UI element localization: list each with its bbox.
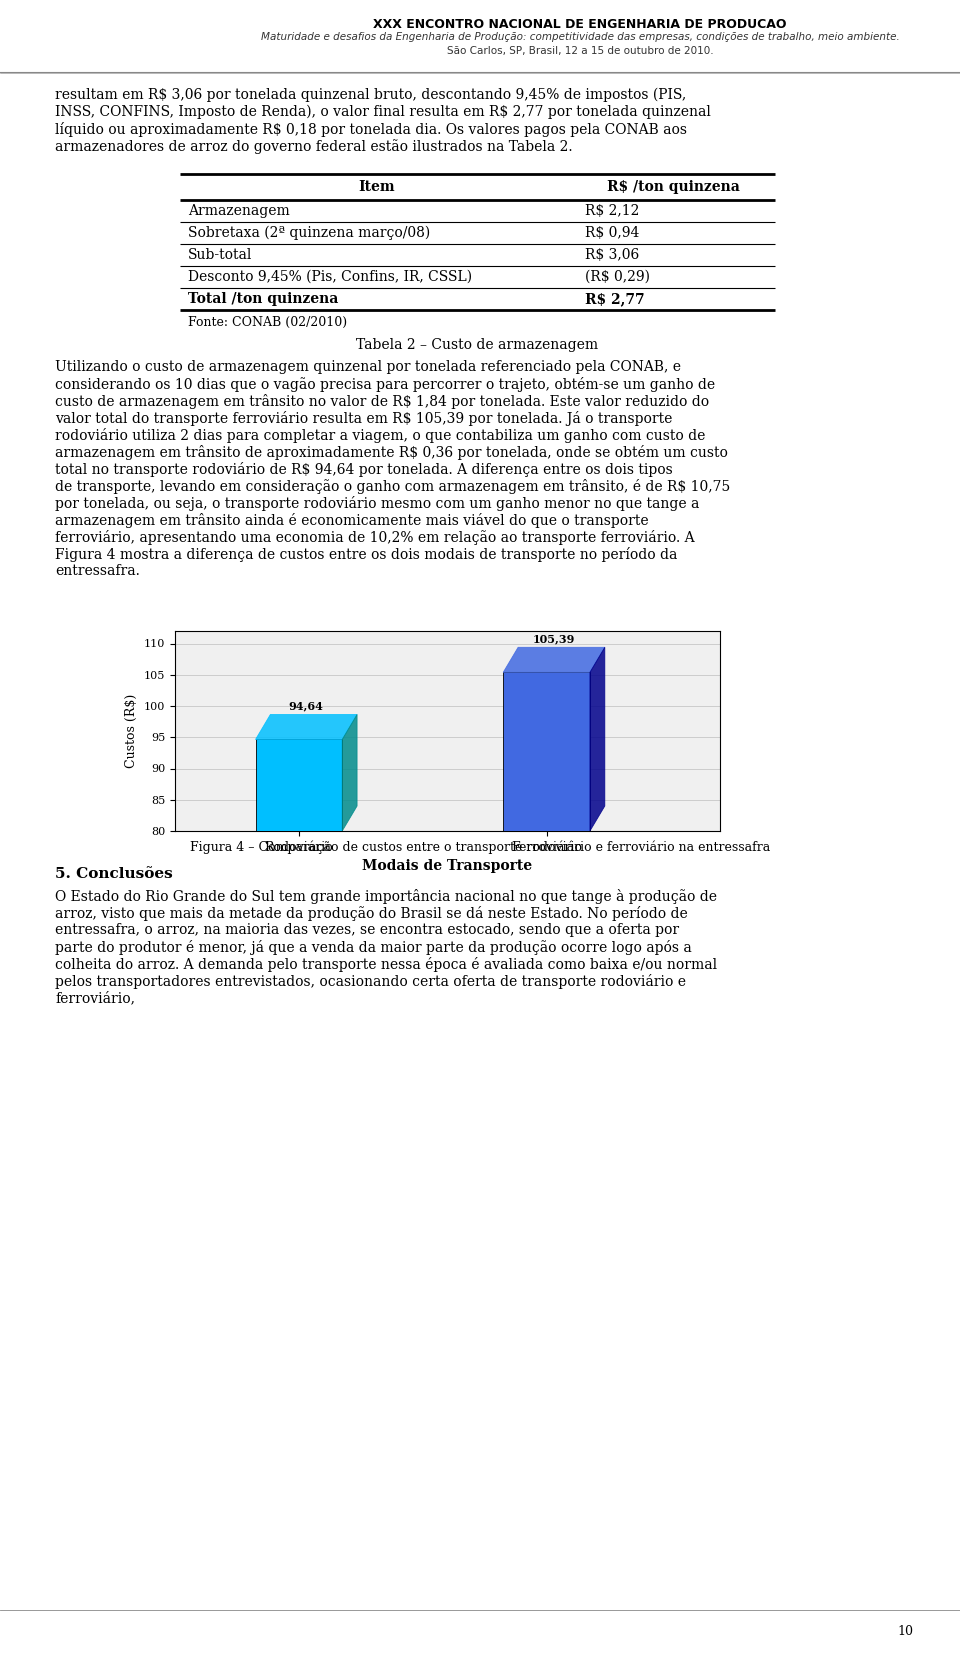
Text: 10: 10: [897, 1625, 913, 1638]
Bar: [503, 673, 590, 831]
Polygon shape: [503, 648, 605, 673]
Text: (R$ 0,29): (R$ 0,29): [585, 269, 650, 284]
Text: considerando os 10 dias que o vagão precisa para percorrer o trajeto, obtém-se u: considerando os 10 dias que o vagão prec…: [55, 377, 715, 392]
Text: Total /ton quinzena: Total /ton quinzena: [188, 293, 338, 306]
Polygon shape: [590, 648, 605, 831]
Text: parte do produtor é menor, já que a venda da maior parte da produção ocorre logo: parte do produtor é menor, já que a vend…: [55, 941, 692, 955]
Text: de transporte, levando em consideração o ganho com armazenagem em trânsito, é de: de transporte, levando em consideração o…: [55, 479, 731, 494]
Text: XXX ENCONTRO NACIONAL DE ENGENHARIA DE PRODUCAO: XXX ENCONTRO NACIONAL DE ENGENHARIA DE P…: [373, 18, 787, 31]
Text: por tonelada, ou seja, o transporte rodoviário mesmo com um ganho menor no que t: por tonelada, ou seja, o transporte rodo…: [55, 496, 700, 511]
Text: Armazenagem: Armazenagem: [188, 203, 290, 218]
Text: 105,39: 105,39: [533, 633, 575, 645]
Text: R$ 2,12: R$ 2,12: [585, 203, 639, 218]
Text: Maturidade e desafios da Engenharia de Produção: competitividade das empresas, c: Maturidade e desafios da Engenharia de P…: [260, 31, 900, 41]
Text: valor total do transporte ferroviário resulta em R$ 105,39 por tonelada. Já o tr: valor total do transporte ferroviário re…: [55, 412, 672, 426]
Y-axis label: Custos (R$): Custos (R$): [126, 694, 138, 769]
Text: Tabela 2 – Custo de armazenagem: Tabela 2 – Custo de armazenagem: [356, 337, 599, 352]
Text: ferroviário, apresentando uma economia de 10,2% em relação ao transporte ferrovi: ferroviário, apresentando uma economia d…: [55, 531, 695, 545]
Text: armazenagem em trânsito ainda é economicamente mais viável do que o transporte: armazenagem em trânsito ainda é economic…: [55, 512, 649, 527]
Text: arroz, visto que mais da metade da produção do Brasil se dá neste Estado. No per: arroz, visto que mais da metade da produ…: [55, 906, 687, 921]
Text: Figura 4 mostra a diferença de custos entre os dois modais de transporte no perí: Figura 4 mostra a diferença de custos en…: [55, 547, 678, 562]
Text: Fonte: CONAB (02/2010): Fonte: CONAB (02/2010): [188, 316, 348, 329]
Text: 5. Conclusões: 5. Conclusões: [55, 868, 173, 881]
Text: rodoviário utiliza 2 dias para completar a viagem, o que contabiliza um ganho co: rodoviário utiliza 2 dias para completar…: [55, 428, 706, 443]
Text: R$ /ton quinzena: R$ /ton quinzena: [608, 180, 740, 193]
Text: R$ 0,94: R$ 0,94: [585, 226, 639, 240]
Polygon shape: [342, 714, 357, 831]
Text: O Estado do Rio Grande do Sul tem grande importância nacional no que tange à pro: O Estado do Rio Grande do Sul tem grande…: [55, 889, 717, 904]
Text: resultam em R$ 3,06 por tonelada quinzenal bruto, descontando 9,45% de impostos : resultam em R$ 3,06 por tonelada quinzen…: [55, 88, 686, 102]
Text: INSS, CONFINS, Imposto de Renda), o valor final resulta em R$ 2,77 por tonelada : INSS, CONFINS, Imposto de Renda), o valo…: [55, 106, 710, 119]
Text: custo de armazenagem em trânsito no valor de R$ 1,84 por tonelada. Este valor re: custo de armazenagem em trânsito no valo…: [55, 393, 709, 408]
Text: R$ 2,77: R$ 2,77: [585, 293, 644, 306]
Text: 94,64: 94,64: [289, 701, 324, 711]
Text: Figura 4 – Comparação de custos entre o transporte rodoviário e ferroviário na e: Figura 4 – Comparação de custos entre o …: [190, 841, 770, 855]
Text: pelos transportadores entrevistados, ocasionando certa oferta de transporte rodo: pelos transportadores entrevistados, oca…: [55, 974, 686, 988]
Text: total no transporte rodoviário de R$ 94,64 por tonelada. A diferença entre os do: total no transporte rodoviário de R$ 94,…: [55, 461, 673, 478]
Text: Sub-total: Sub-total: [188, 248, 252, 261]
Text: armazenadores de arroz do governo federal estão ilustrados na Tabela 2.: armazenadores de arroz do governo federa…: [55, 139, 572, 154]
Text: R$ 3,06: R$ 3,06: [585, 248, 639, 261]
Polygon shape: [255, 714, 357, 739]
Text: Sobretaxa (2ª quinzena março/08): Sobretaxa (2ª quinzena março/08): [188, 226, 430, 240]
Text: armazenagem em trânsito de aproximadamente R$ 0,36 por tonelada, onde se obtém u: armazenagem em trânsito de aproximadamen…: [55, 445, 728, 460]
X-axis label: Modais de Transporte: Modais de Transporte: [363, 860, 533, 873]
Text: Item: Item: [358, 180, 395, 193]
Text: entressafra.: entressafra.: [55, 564, 140, 579]
Text: São Carlos, SP, Brasil, 12 a 15 de outubro de 2010.: São Carlos, SP, Brasil, 12 a 15 de outub…: [446, 46, 713, 56]
Text: entressafra, o arroz, na maioria das vezes, se encontra estocado, sendo que a of: entressafra, o arroz, na maioria das vez…: [55, 922, 679, 937]
Text: Desconto 9,45% (Pis, Confins, IR, CSSL): Desconto 9,45% (Pis, Confins, IR, CSSL): [188, 269, 472, 284]
Text: Utilizando o custo de armazenagem quinzenal por tonelada referenciado pela CONAB: Utilizando o custo de armazenagem quinze…: [55, 360, 681, 374]
Text: líquido ou aproximadamente R$ 0,18 por tonelada dia. Os valores pagos pela CONAB: líquido ou aproximadamente R$ 0,18 por t…: [55, 122, 687, 137]
Text: ferroviário,: ferroviário,: [55, 992, 135, 1005]
Text: colheita do arroz. A demanda pelo transporte nessa época é avaliada como baixa e: colheita do arroz. A demanda pelo transp…: [55, 957, 717, 972]
Bar: [255, 739, 342, 831]
